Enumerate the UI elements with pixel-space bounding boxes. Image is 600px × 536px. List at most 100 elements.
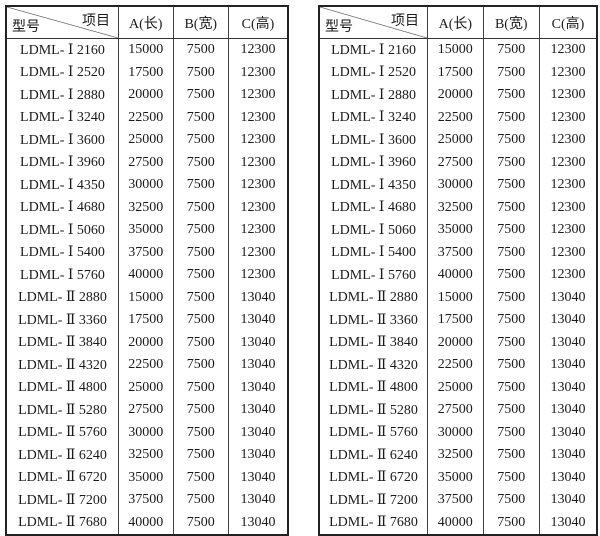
model-cell: LDML- Ⅱ 2880 bbox=[5, 286, 119, 309]
width-b-cell: 7500 bbox=[482, 421, 541, 444]
table-row: LDML- Ⅰ 2520 17500 7500 12300 bbox=[318, 61, 598, 84]
height-c-cell: 12300 bbox=[228, 151, 289, 174]
width-b-cell: 7500 bbox=[482, 309, 541, 332]
width-b-cell: 7500 bbox=[482, 511, 541, 535]
height-c-cell: 12300 bbox=[539, 84, 598, 107]
table-row: LDML- Ⅰ 2880 20000 7500 12300 bbox=[5, 84, 289, 107]
height-c-cell: 12300 bbox=[539, 129, 598, 152]
length-a-cell: 37500 bbox=[117, 241, 174, 264]
length-a-cell: 32500 bbox=[117, 196, 174, 219]
width-b-cell: 7500 bbox=[172, 264, 230, 287]
model-cell: LDML- Ⅱ 7200 bbox=[318, 489, 429, 512]
width-b-cell: 7500 bbox=[172, 174, 230, 197]
height-c-cell: 13040 bbox=[228, 466, 289, 489]
model-cell: LDML- Ⅱ 5280 bbox=[318, 399, 429, 422]
model-cell: LDML- Ⅱ 4800 bbox=[5, 376, 119, 399]
height-c-cell: 12300 bbox=[539, 241, 598, 264]
length-a-cell: 17500 bbox=[427, 309, 484, 332]
model-cell: LDML- Ⅱ 6720 bbox=[318, 466, 429, 489]
table-row: LDML- Ⅰ 5060 35000 7500 12300 bbox=[318, 219, 598, 242]
model-cell: LDML- Ⅰ 5400 bbox=[318, 241, 429, 264]
col-a-header: A(长) bbox=[117, 6, 174, 39]
table-row: LDML- Ⅱ 6240 32500 7500 13040 bbox=[5, 444, 289, 467]
model-cell: LDML- Ⅰ 3600 bbox=[318, 129, 429, 152]
width-b-cell: 7500 bbox=[172, 511, 230, 535]
model-cell: LDML- Ⅰ 5060 bbox=[5, 219, 119, 242]
height-c-cell: 13040 bbox=[228, 399, 289, 422]
height-c-cell: 12300 bbox=[539, 151, 598, 174]
model-cell: LDML- Ⅰ 5400 bbox=[5, 241, 119, 264]
height-c-cell: 12300 bbox=[228, 129, 289, 152]
height-c-cell: 13040 bbox=[228, 489, 289, 512]
table-row: LDML- Ⅱ 7200 37500 7500 13040 bbox=[5, 489, 289, 512]
width-b-cell: 7500 bbox=[482, 151, 541, 174]
width-b-cell: 7500 bbox=[482, 38, 541, 62]
height-c-cell: 13040 bbox=[539, 489, 598, 512]
width-b-cell: 7500 bbox=[172, 84, 230, 107]
model-cell: LDML- Ⅱ 5280 bbox=[5, 399, 119, 422]
height-c-cell: 13040 bbox=[539, 466, 598, 489]
width-b-cell: 7500 bbox=[172, 399, 230, 422]
model-cell: LDML- Ⅱ 3840 bbox=[5, 331, 119, 354]
model-cell: LDML- Ⅰ 3240 bbox=[318, 106, 429, 129]
model-cell: LDML- Ⅰ 2160 bbox=[318, 38, 429, 62]
height-c-cell: 13040 bbox=[228, 376, 289, 399]
width-b-cell: 7500 bbox=[172, 466, 230, 489]
model-cell: LDML- Ⅰ 2880 bbox=[5, 84, 119, 107]
length-a-cell: 30000 bbox=[117, 174, 174, 197]
height-c-cell: 13040 bbox=[228, 354, 289, 377]
length-a-cell: 17500 bbox=[117, 309, 174, 332]
table-row: LDML- Ⅱ 5760 30000 7500 13040 bbox=[318, 421, 598, 444]
width-b-cell: 7500 bbox=[482, 264, 541, 287]
height-c-cell: 13040 bbox=[539, 399, 598, 422]
width-b-cell: 7500 bbox=[482, 399, 541, 422]
table-row: LDML- Ⅰ 3960 27500 7500 12300 bbox=[5, 151, 289, 174]
height-c-cell: 13040 bbox=[539, 331, 598, 354]
corner-item-label: 项目 bbox=[391, 14, 420, 29]
length-a-cell: 30000 bbox=[427, 421, 484, 444]
table-row: LDML- Ⅰ 3600 25000 7500 12300 bbox=[318, 129, 598, 152]
height-c-cell: 12300 bbox=[539, 38, 598, 62]
width-b-cell: 7500 bbox=[482, 219, 541, 242]
corner-item-label: 项目 bbox=[81, 14, 110, 29]
length-a-cell: 22500 bbox=[117, 106, 174, 129]
height-c-cell: 13040 bbox=[228, 444, 289, 467]
length-a-cell: 15000 bbox=[427, 38, 484, 62]
table-row: LDML- Ⅱ 5280 27500 7500 13040 bbox=[5, 399, 289, 422]
table-row: LDML- Ⅰ 3240 22500 7500 12300 bbox=[5, 106, 289, 129]
model-cell: LDML- Ⅱ 5760 bbox=[318, 421, 429, 444]
length-a-cell: 37500 bbox=[427, 241, 484, 264]
table-row: LDML- Ⅰ 3960 27500 7500 12300 bbox=[318, 151, 598, 174]
height-c-cell: 13040 bbox=[539, 354, 598, 377]
table-row: LDML- Ⅱ 3840 20000 7500 13040 bbox=[318, 331, 598, 354]
height-c-cell: 13040 bbox=[539, 376, 598, 399]
model-cell: LDML- Ⅱ 6240 bbox=[5, 444, 119, 467]
length-a-cell: 27500 bbox=[427, 399, 484, 422]
length-a-cell: 22500 bbox=[427, 354, 484, 377]
width-b-cell: 7500 bbox=[482, 489, 541, 512]
length-a-cell: 27500 bbox=[117, 151, 174, 174]
table-row: LDML- Ⅱ 5760 30000 7500 13040 bbox=[5, 421, 289, 444]
height-c-cell: 12300 bbox=[228, 219, 289, 242]
length-a-cell: 32500 bbox=[117, 444, 174, 467]
model-cell: LDML- Ⅱ 7680 bbox=[318, 511, 429, 535]
width-b-cell: 7500 bbox=[482, 129, 541, 152]
col-c-header: C(高) bbox=[228, 6, 289, 39]
width-b-cell: 7500 bbox=[482, 106, 541, 129]
width-b-cell: 7500 bbox=[172, 309, 230, 332]
width-b-cell: 7500 bbox=[172, 421, 230, 444]
model-cell: LDML- Ⅰ 5760 bbox=[5, 264, 119, 287]
length-a-cell: 32500 bbox=[427, 444, 484, 467]
width-b-cell: 7500 bbox=[172, 129, 230, 152]
table-row: LDML- Ⅰ 2880 20000 7500 12300 bbox=[318, 84, 598, 107]
model-cell: LDML- Ⅰ 4680 bbox=[5, 196, 119, 219]
width-b-cell: 7500 bbox=[482, 84, 541, 107]
height-c-cell: 12300 bbox=[228, 196, 289, 219]
table-row: LDML- Ⅱ 3360 17500 7500 13040 bbox=[5, 309, 289, 332]
table-row: LDML- Ⅰ 3240 22500 7500 12300 bbox=[318, 106, 598, 129]
height-c-cell: 12300 bbox=[539, 61, 598, 84]
table-row: LDML- Ⅱ 4320 22500 7500 13040 bbox=[5, 354, 289, 377]
width-b-cell: 7500 bbox=[172, 219, 230, 242]
spec-table-left: 项目 型号 A(长) B(宽) C(高) LDML- Ⅰ 2160 15000 750… bbox=[5, 5, 289, 536]
model-cell: LDML- Ⅱ 2880 bbox=[318, 286, 429, 309]
